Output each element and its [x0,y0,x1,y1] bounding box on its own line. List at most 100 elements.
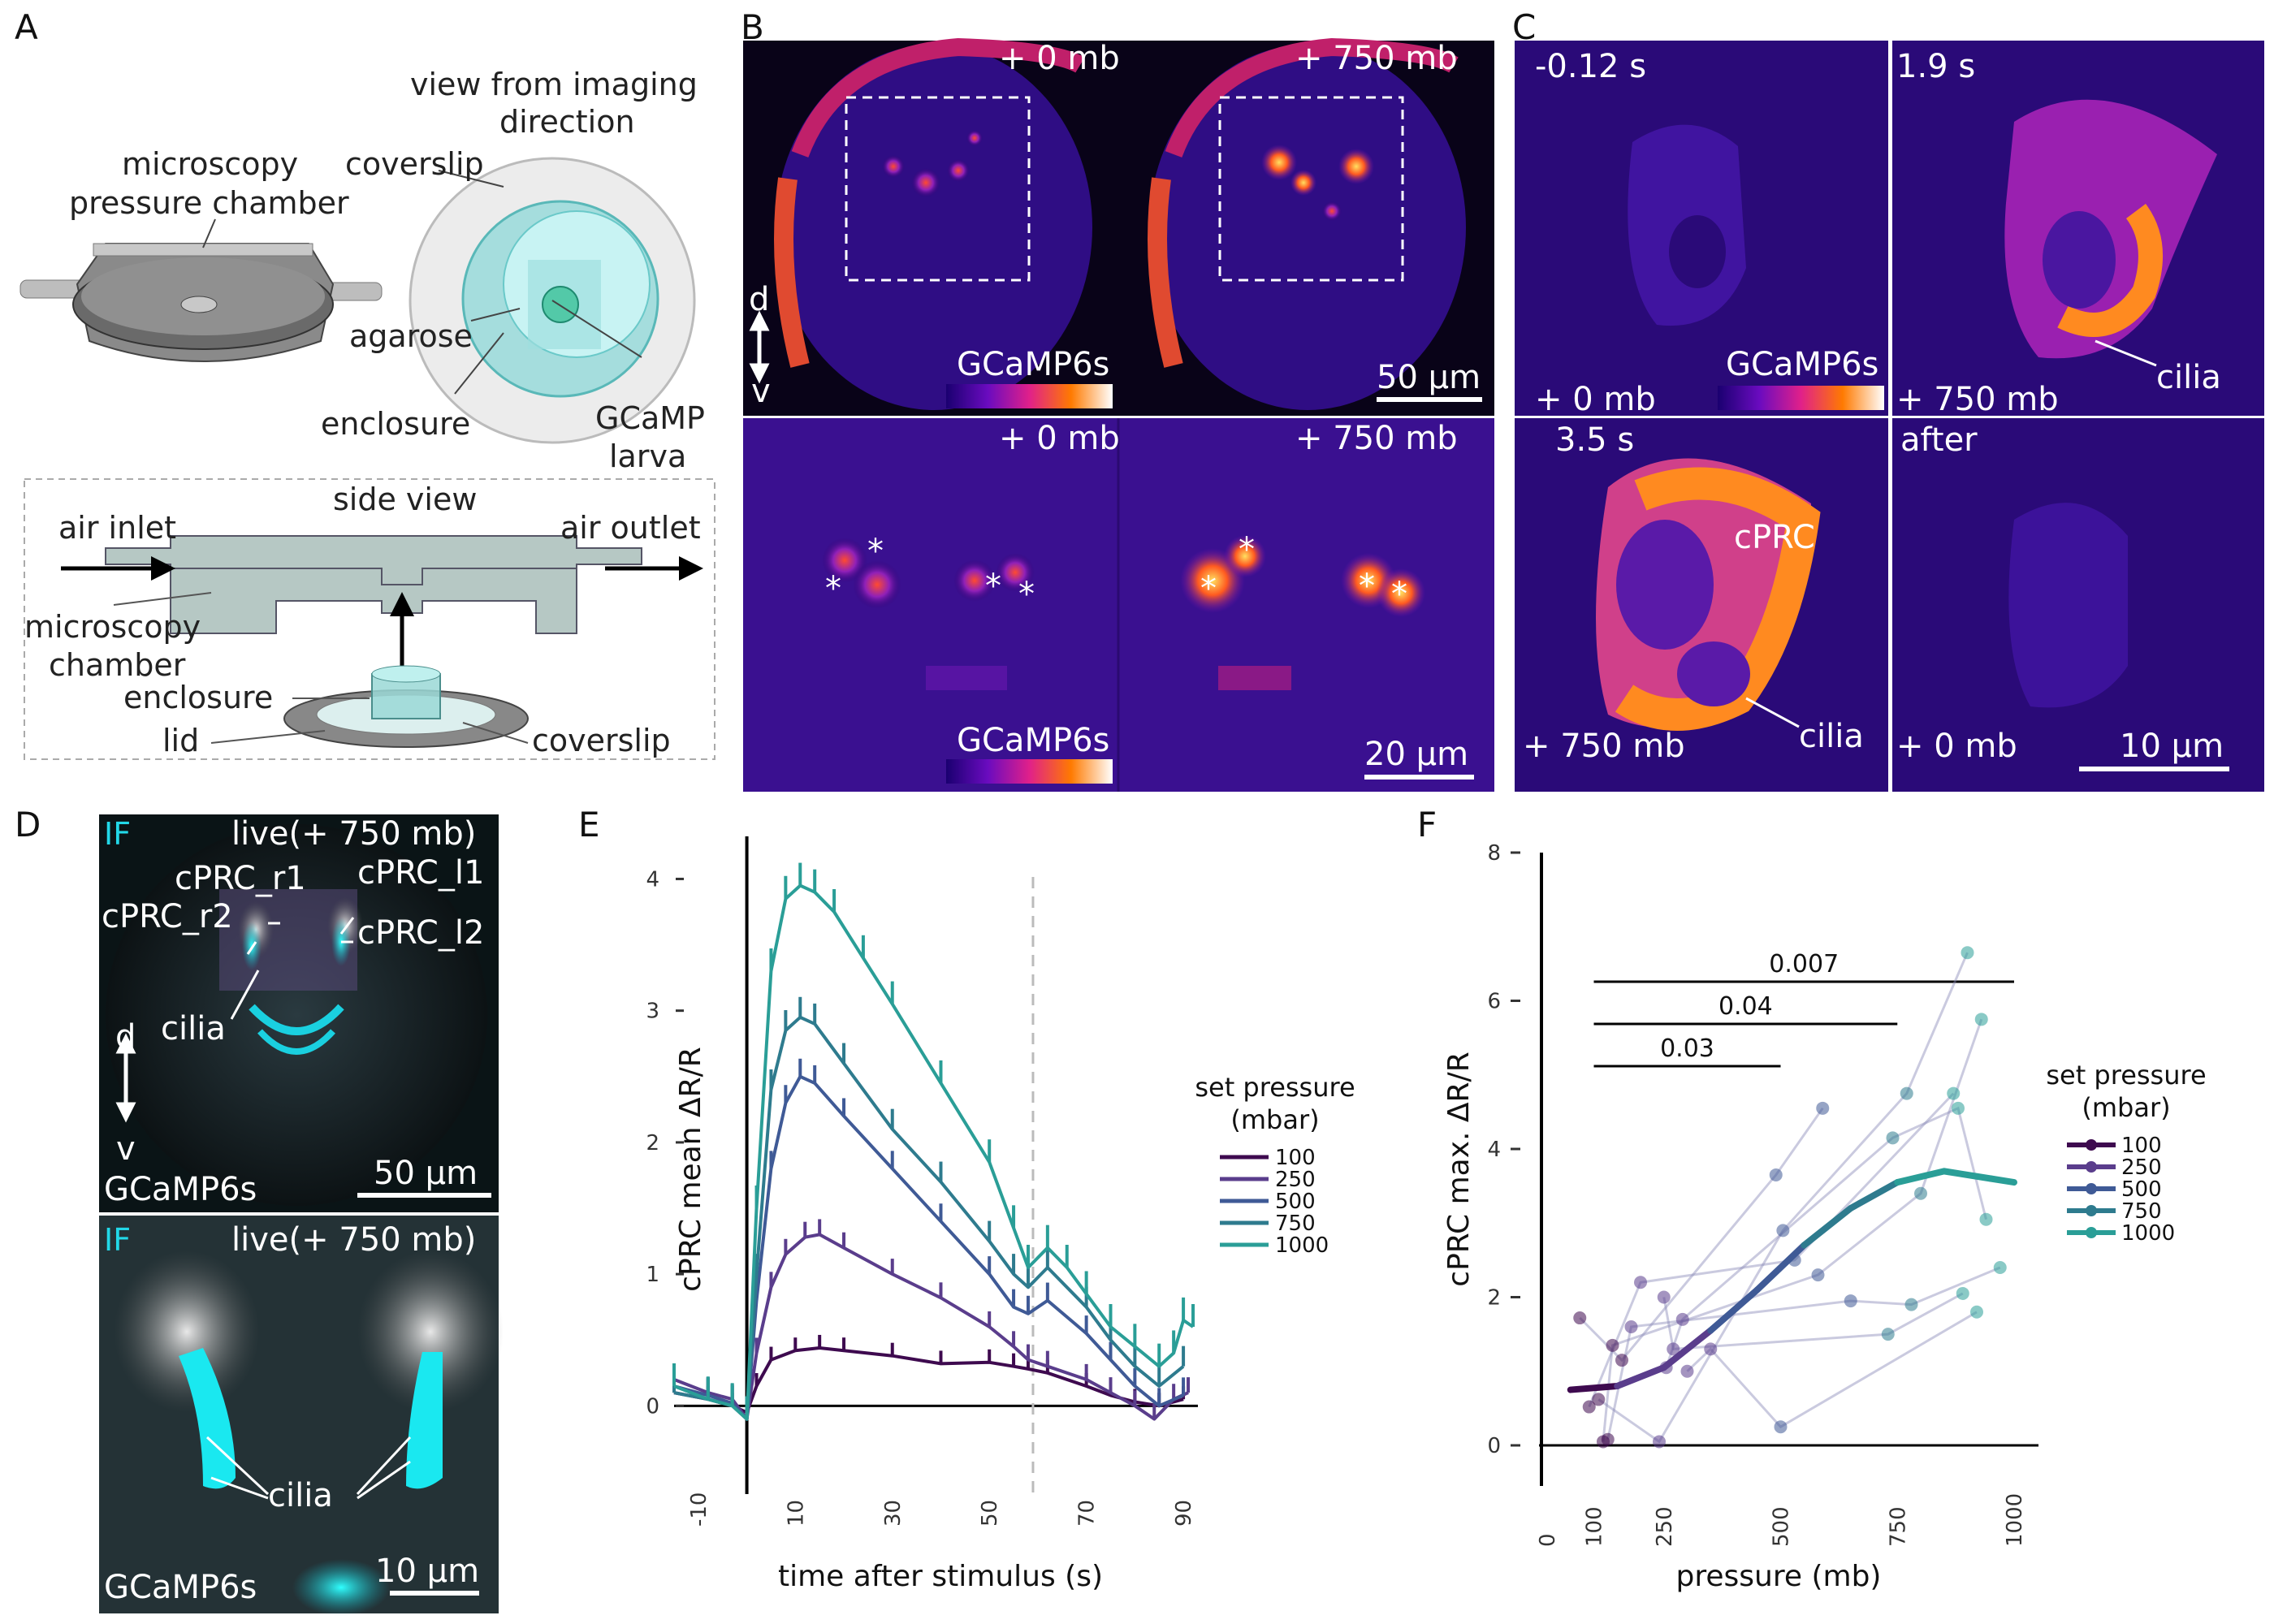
e-legend-label-500: 500 [1275,1190,1316,1214]
f-data-point [1634,1276,1647,1289]
e-ytick-label: 1 [646,1263,659,1287]
f-data-point [1881,1328,1895,1341]
f-data-point [1956,1286,1969,1300]
f-trend-segment [1847,1179,1901,1212]
c-time-3: 3.5 s [1555,421,1634,459]
f-significance-label: 0.03 [1660,1034,1714,1063]
f-animal-line [1686,1311,1978,1429]
chamber-label-line1: microscopy [122,146,298,182]
chamber-label-line2: pressure chamber [69,185,349,221]
f-data-point [1769,1168,1783,1181]
f-data-point [1974,1013,1988,1026]
f-data-point [1900,1086,1913,1100]
f-data-point [1774,1420,1788,1434]
b-star-4: * [1018,576,1035,613]
b-star-8: * [1391,576,1407,613]
side-view-box [24,478,715,760]
e-xtick-label: 70 [1075,1500,1100,1527]
f-data-point [1573,1311,1587,1325]
f-legend-label-750: 750 [2121,1199,2162,1224]
d-scale-label-1: 50 µm [374,1155,478,1192]
f-xlabel: pressure (mb) [1676,1560,1882,1593]
panel-label-b: B [741,7,764,47]
panel-label-e: E [578,805,600,844]
panel-a-schematic: view from imaging direction microscopy p… [19,67,715,760]
view-title-line1: view from imaging [410,67,698,102]
f-trend-segment [1753,1242,1808,1294]
f-data-point [1582,1400,1596,1414]
f-data-point [1914,1186,1927,1200]
b-scale-label-2: 20 µm [1364,736,1468,773]
f-legend-dot-500 [2086,1183,2097,1194]
b-bottom-left-pressure: + 0 mb [999,420,1120,457]
e-legend-label-1000: 1000 [1275,1233,1329,1258]
e-series-line-1000 [673,883,1195,1421]
air-inlet-label: air inlet [58,510,176,546]
f-xtick-label: 100 [1583,1506,1607,1547]
panel-label-d: D [15,805,41,844]
b-ventral-label: v [751,373,771,410]
microscopy-chamber-line1: microscopy [24,609,201,645]
c-scale-label: 10 µm [2120,728,2224,765]
f-legend-label-250: 250 [2121,1155,2162,1180]
d-cilia-label-1: cilia [161,1010,226,1047]
larva-label: larva [609,438,686,474]
d-cilia-label-2: cilia [268,1477,333,1514]
f-trend-segment [1567,1383,1621,1393]
e-xtick-label: 30 [881,1500,906,1527]
f-legend-title-2: (mbar) [2082,1092,2170,1123]
e-legend-label-100: 100 [1275,1146,1316,1170]
microscopy-chamber-line2: chamber [49,647,186,683]
f-data-point [1657,1290,1671,1304]
f-ytick-label: 0 [1487,1434,1501,1458]
d-ventral-label: v [116,1130,136,1168]
f-legend-dot-100 [2086,1139,2097,1151]
e-legend-label-250: 250 [1275,1168,1316,1192]
f-legend-dot-1000 [2086,1227,2097,1238]
f-trend-segment [1801,1205,1854,1249]
gcamp-label: GCaMP [595,400,705,436]
f-data-point [1886,1131,1900,1145]
e-ytick-label: 2 [646,1131,659,1155]
d-live-label-2: live(+ 750 mb) [231,1221,476,1259]
f-trend-segment [1660,1327,1714,1371]
e-ytick-label: 4 [646,867,659,892]
c-time-1: -0.12 s [1535,48,1646,85]
f-legend-label-500: 500 [2121,1177,2162,1202]
f-data-point [1615,1354,1628,1367]
f-data-point [1675,1312,1689,1326]
c-pressure-3: + 750 mb [1523,728,1685,765]
f-data-point [1704,1342,1718,1356]
d-scale-label-2: 10 µm [375,1553,479,1590]
f-data-point [1952,1101,1965,1115]
e-ylabel: cPRC mean ΔR/R [674,1047,707,1292]
f-legend-label-1000: 1000 [2121,1221,2175,1246]
e-xtick-label: 10 [784,1500,808,1527]
b-scale-label: 50 µm [1377,359,1481,396]
b-bottom-right-pressure: + 750 mb [1295,420,1458,457]
e-legend-title-1: set pressure [1195,1072,1355,1103]
f-data-point [1970,1305,1983,1319]
f-data-point [1816,1101,1830,1115]
d-cprc-r2: cPRC_r2 [102,898,233,935]
f-data-point [1844,1294,1857,1308]
f-trend-segment [1707,1286,1761,1334]
coverslip-label: coverslip [345,146,484,182]
top-view-drawing [409,157,696,444]
view-title-line2: direction [499,104,635,140]
f-data-point [1979,1212,1993,1226]
e-legend-title-2: (mbar) [1230,1104,1319,1135]
f-ylabel: cPRC max. ΔR/R [1442,1052,1476,1286]
f-data-point [1624,1320,1638,1333]
f-data-point [1592,1393,1606,1406]
panel-d-images [99,814,504,1616]
f-ytick-label: 6 [1487,990,1501,1014]
b-top-left-pressure: + 0 mb [999,40,1120,77]
side-view-title: side view [333,482,477,517]
e-series-line-250 [673,1233,1189,1421]
c-cilia-label-1: cilia [2156,359,2221,396]
f-xtick-label: 0 [1536,1533,1560,1547]
enclosure-label: enclosure [321,406,470,442]
f-data-point [1653,1435,1666,1449]
agarose-label: agarose [349,318,473,354]
